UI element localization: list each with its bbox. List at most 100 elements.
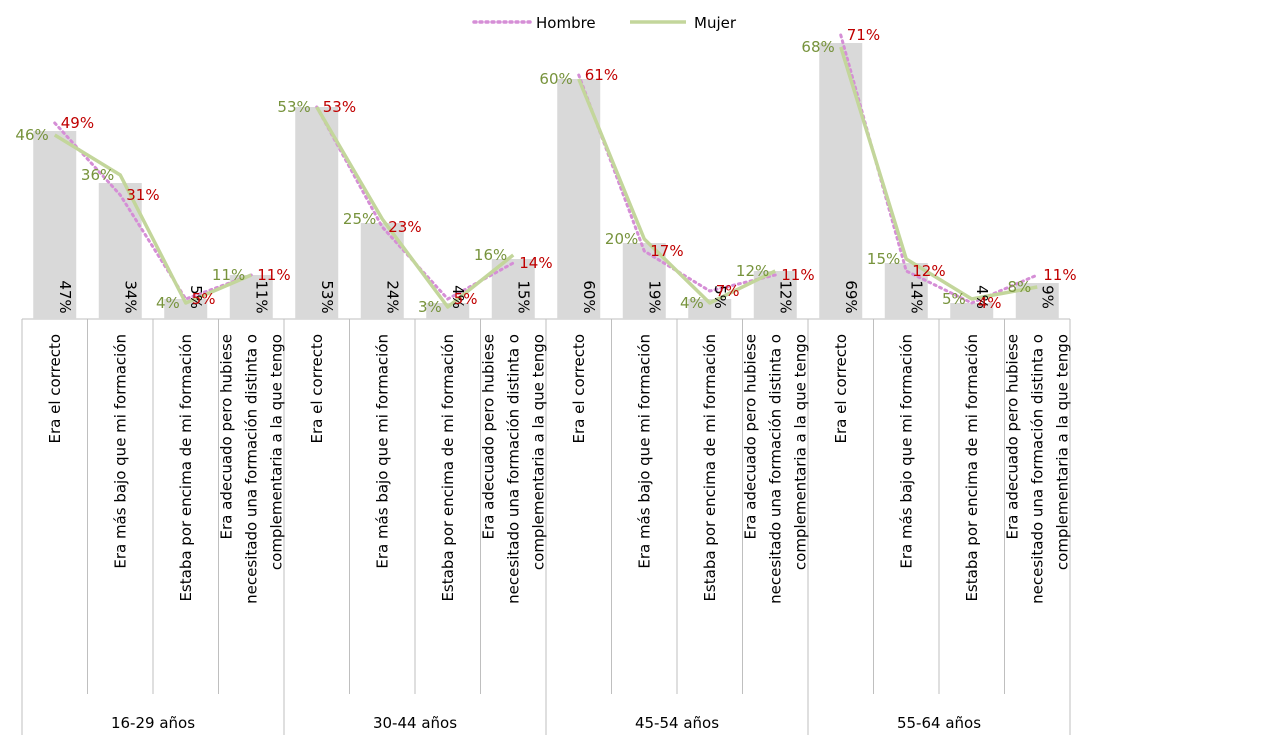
category-label: complementaria a la que tengo bbox=[529, 334, 547, 570]
category-label: Estaba por encima de mi formación bbox=[439, 334, 457, 602]
bar bbox=[426, 303, 470, 319]
category-label: necesitado una formación distinta o bbox=[504, 334, 522, 604]
group-label: 16-29 años bbox=[111, 714, 195, 732]
group-label: 55-64 años bbox=[897, 714, 981, 732]
category-label: Era el correcto bbox=[46, 334, 64, 443]
bar bbox=[688, 299, 732, 319]
mujer-line bbox=[839, 46, 1038, 301]
bar-value-label: 4% bbox=[973, 285, 991, 309]
hombre-data-label: 11% bbox=[1043, 266, 1076, 284]
bar bbox=[491, 259, 535, 319]
bar-value-label: 14% bbox=[907, 280, 925, 313]
bar-value-label: 47% bbox=[56, 280, 74, 313]
hombre-data-label: 14% bbox=[519, 254, 552, 272]
bar-value-label: 9% bbox=[1038, 285, 1056, 309]
category-label: complementaria a la que tengo bbox=[267, 334, 285, 570]
category-label: Estaba por encima de mi formación bbox=[963, 334, 981, 602]
mujer-data-label: 15% bbox=[867, 250, 900, 268]
axes-layer bbox=[21, 318, 1071, 735]
hombre-data-label: 5% bbox=[454, 290, 478, 308]
bar bbox=[557, 79, 601, 319]
mujer-data-label: 4% bbox=[680, 294, 704, 312]
category-label: Era adecuado pero hubiese bbox=[741, 334, 759, 539]
category-label: Era el correcto bbox=[570, 334, 588, 443]
mujer-data-label: 5% bbox=[942, 290, 966, 308]
category-label: complementaria a la que tengo bbox=[1053, 334, 1071, 570]
hombre-data-label: 23% bbox=[388, 218, 421, 236]
mujer-data-label: 4% bbox=[156, 294, 180, 312]
hombre-data-label: 11% bbox=[781, 266, 814, 284]
mujer-data-label: 68% bbox=[801, 38, 834, 56]
hombre-data-label: 4% bbox=[978, 294, 1002, 312]
hombre-data-label: 11% bbox=[257, 266, 290, 284]
hombre-line bbox=[53, 121, 253, 301]
legend-mujer-label: Mujer bbox=[694, 14, 737, 32]
bar-value-label: 60% bbox=[580, 280, 598, 313]
category-label: Era adecuado pero hubiese bbox=[217, 334, 235, 539]
category-label: necesitado una formación distinta o bbox=[242, 334, 260, 604]
bar bbox=[33, 131, 77, 319]
bar-value-label: 12% bbox=[776, 280, 794, 313]
bar-value-label: 53% bbox=[318, 280, 336, 313]
labels-layer: 16-29 años 47% Era el correcto 34% Era más b… bbox=[15, 26, 1076, 732]
mujer-data-label: 25% bbox=[343, 210, 376, 228]
hombre-data-label: 7% bbox=[716, 282, 740, 300]
mujer-data-label: 8% bbox=[1007, 278, 1031, 296]
mujer-data-label: 11% bbox=[212, 266, 245, 284]
hombre-line bbox=[315, 105, 515, 301]
bar bbox=[950, 303, 994, 319]
hombre-data-label: 31% bbox=[126, 186, 159, 204]
bar-value-label: 24% bbox=[383, 280, 401, 313]
bar-value-label: 5% bbox=[187, 285, 205, 309]
hombre-data-label: 71% bbox=[847, 26, 880, 44]
bar-value-label: 11% bbox=[252, 280, 270, 313]
bars-layer bbox=[33, 43, 1059, 319]
hombre-data-label: 49% bbox=[61, 114, 94, 132]
group-label: 30-44 años bbox=[373, 714, 457, 732]
mujer-line bbox=[315, 106, 515, 309]
category-label: Era más bajo que mi formación bbox=[111, 334, 129, 569]
bar-value-label: 34% bbox=[121, 280, 139, 313]
category-label: Era más bajo que mi formación bbox=[373, 334, 391, 569]
hombre-data-label: 12% bbox=[912, 262, 945, 280]
bar bbox=[295, 107, 339, 319]
category-label: Era el correcto bbox=[308, 334, 326, 443]
mujer-data-label: 36% bbox=[81, 166, 114, 184]
mujer-data-label: 16% bbox=[474, 246, 507, 264]
bar bbox=[819, 43, 863, 319]
bar-value-label: 5% bbox=[711, 285, 729, 309]
bar-value-label: 69% bbox=[842, 280, 860, 313]
group-label: 45-54 años bbox=[635, 714, 719, 732]
lines-layer bbox=[53, 33, 1039, 309]
hombre-data-label: 5% bbox=[192, 290, 216, 308]
mujer-line bbox=[577, 78, 777, 305]
bar-value-label: 4% bbox=[449, 285, 467, 309]
category-label: Estaba por encima de mi formación bbox=[701, 334, 719, 602]
mujer-data-label: 12% bbox=[736, 262, 769, 280]
category-label: Era el correcto bbox=[832, 334, 850, 443]
category-label: necesitado una formación distinta o bbox=[766, 334, 784, 604]
bar bbox=[622, 243, 666, 319]
mujer-data-label: 46% bbox=[15, 126, 48, 144]
category-label: Estaba por encima de mi formación bbox=[177, 334, 195, 602]
hombre-data-label: 17% bbox=[650, 242, 683, 260]
mujer-line bbox=[53, 133, 252, 305]
bar-value-label: 19% bbox=[645, 280, 663, 313]
hombre-data-label: 53% bbox=[323, 98, 356, 116]
category-label: complementaria a la que tengo bbox=[791, 334, 809, 570]
mujer-data-label: 3% bbox=[418, 298, 442, 316]
category-label: Era más bajo que mi formación bbox=[635, 334, 653, 569]
category-label: Era adecuado pero hubiese bbox=[479, 334, 497, 539]
legend-hombre-label: Hombre bbox=[536, 14, 596, 32]
mujer-data-label: 20% bbox=[605, 230, 638, 248]
bar-value-label: 15% bbox=[514, 280, 532, 313]
category-label: Era adecuado pero hubiese bbox=[1003, 334, 1021, 539]
category-label: Era más bajo que mi formación bbox=[897, 334, 915, 569]
mujer-data-label: 53% bbox=[277, 98, 310, 116]
mujer-data-label: 60% bbox=[539, 70, 572, 88]
hombre-data-label: 61% bbox=[585, 66, 618, 84]
bar bbox=[164, 299, 208, 319]
legend: Hombre Mujer bbox=[472, 14, 737, 32]
category-label: necesitado una formación distinta o bbox=[1028, 334, 1046, 604]
